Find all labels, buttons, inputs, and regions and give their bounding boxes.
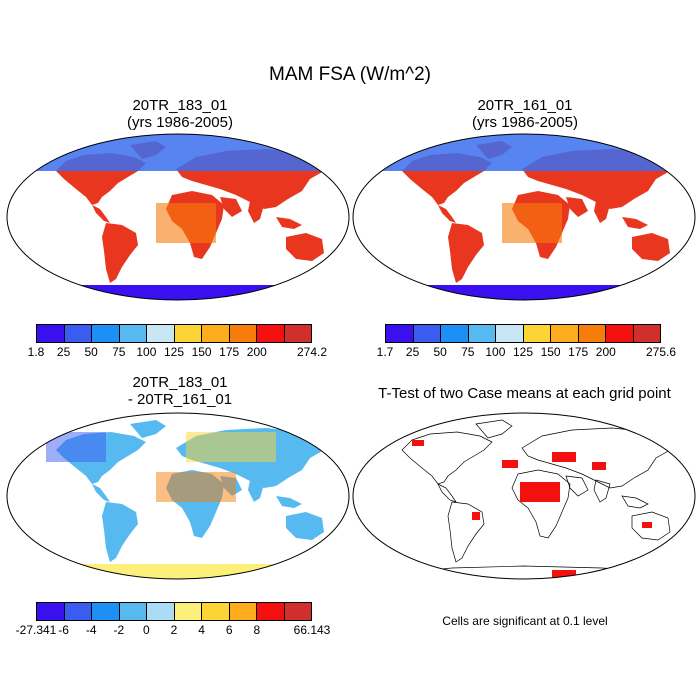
colorbar-tick-label: 100 <box>485 345 506 359</box>
colorbar-tick-label: 4 <box>198 623 205 637</box>
map-content <box>353 413 695 579</box>
colorbar-swatch <box>119 603 147 620</box>
colorbar-swatch <box>147 603 175 620</box>
colorbar-ticks-bottom-left: -27.341 -6 -4 -2 0 2 4 6 8 66.143 <box>16 623 331 639</box>
colorbar-swatch <box>37 603 65 620</box>
colorbar-tick-label: 25 <box>56 345 71 359</box>
colorbar-ticks-top-right: 1.7 25 50 75 100 125 150 175 200 275.6 <box>377 345 676 361</box>
colorbar-tick-label: 200 <box>246 345 267 359</box>
map-border <box>6 412 350 580</box>
colorbar-tick-label: 150 <box>540 345 561 359</box>
colorbar-swatch <box>413 325 441 342</box>
panel-title-line1: 20TR_183_01 <box>132 374 228 391</box>
significance-note: Cells are significant at 0.1 level <box>442 614 608 628</box>
panel-title-line2: (yrs 1986-2005) <box>472 114 578 131</box>
colorbar-tick-label: 274.2 <box>296 345 328 359</box>
colorbar-swatch <box>633 325 660 342</box>
colorbar-tick-label: 0 <box>143 623 150 637</box>
panel-title-line2: - 20TR_161_01 <box>127 391 233 408</box>
colorbar-tick-label: 175 <box>568 345 589 359</box>
colorbar-tick-label: -27.341 <box>15 623 57 637</box>
colorbar-swatch <box>92 603 120 620</box>
colorbar-swatch <box>202 325 230 342</box>
colorbar-tick-label: 2 <box>170 623 178 637</box>
colorbar-swatch <box>523 325 551 342</box>
colorbar-swatch <box>578 325 606 342</box>
colorbar-swatch <box>147 325 175 342</box>
colorbar-tick-label: 125 <box>512 345 534 359</box>
colorbar-swatch <box>37 325 65 342</box>
colorbar-tick-label: -4 <box>85 623 97 637</box>
map-bottom-left <box>6 412 350 580</box>
colorbar-tick-label: 175 <box>219 345 240 359</box>
colorbar-tick-label: 100 <box>136 345 157 359</box>
colorbar-swatch <box>92 325 120 342</box>
colorbar-swatch <box>119 325 147 342</box>
map-border <box>6 133 350 301</box>
map-top-left <box>6 133 350 301</box>
figure-title: MAM FSA (W/m^2) <box>269 64 431 85</box>
colorbar-tick-label: 50 <box>433 345 447 359</box>
colorbar-swatch <box>202 603 230 620</box>
colorbar-tick-label: 150 <box>191 345 212 359</box>
colorbar-tick-label: 75 <box>461 345 475 359</box>
map-border <box>352 412 696 580</box>
colorbar-swatch <box>174 603 202 620</box>
colorbar-swatch <box>551 325 579 342</box>
colorbar-swatch <box>64 603 92 620</box>
panel-title-line1: 20TR_183_01 <box>132 97 228 114</box>
map-bottom-right <box>352 412 696 580</box>
colorbar-swatch <box>496 325 524 342</box>
colorbar-tick-label: 8 <box>253 623 261 637</box>
colorbar-tick-label: -6 <box>58 623 69 637</box>
colorbar-swatch <box>386 325 414 342</box>
colorbar-swatch <box>468 325 496 342</box>
map-top-right <box>352 133 696 301</box>
colorbar-tick-label: 6 <box>225 623 233 637</box>
colorbar-tick-label: -2 <box>113 623 125 637</box>
colorbar-tick-label: 275.6 <box>645 345 677 359</box>
map-content <box>7 413 349 579</box>
colorbar-swatch <box>64 325 92 342</box>
colorbar-swatch <box>284 603 311 620</box>
colorbar-ticks-top-left: 1.8 25 50 75 100 125 150 175 200 274.2 <box>28 345 327 361</box>
panel-title-bottom-right: T-Test of two Case means at each grid po… <box>378 385 671 402</box>
colorbar-bottom-left <box>36 602 312 621</box>
colorbar-tick-label: 75 <box>112 345 126 359</box>
panel-title-top-left: 20TR_183_01 (yrs 1986-2005) <box>70 97 290 131</box>
map-border <box>352 133 696 301</box>
colorbar-swatch <box>174 325 202 342</box>
colorbar-swatch <box>441 325 469 342</box>
colorbar-swatch <box>606 325 634 342</box>
colorbar-tick-label: 1.8 <box>27 345 45 359</box>
colorbar-swatch <box>257 603 285 620</box>
colorbar-top-right <box>385 324 661 343</box>
colorbar-swatch <box>229 325 257 342</box>
colorbar-tick-label: 66.143 <box>293 623 331 637</box>
colorbar-tick-label: 1.7 <box>376 345 394 359</box>
colorbar-swatch <box>257 325 285 342</box>
colorbar-tick-label: 25 <box>405 345 420 359</box>
panel-title-top-right: 20TR_161_01 (yrs 1986-2005) <box>415 97 635 131</box>
colorbar-tick-label: 50 <box>84 345 98 359</box>
panel-title-line1: 20TR_161_01 <box>477 97 573 114</box>
colorbar-tick-label: 125 <box>163 345 185 359</box>
colorbar-swatch <box>229 603 257 620</box>
colorbar-swatch <box>284 325 311 342</box>
colorbar-tick-label: 200 <box>595 345 616 359</box>
panel-title-bottom-left: 20TR_183_01 - 20TR_161_01 <box>70 374 290 408</box>
colorbar-top-left <box>36 324 312 343</box>
panel-title-line2: (yrs 1986-2005) <box>127 114 233 131</box>
